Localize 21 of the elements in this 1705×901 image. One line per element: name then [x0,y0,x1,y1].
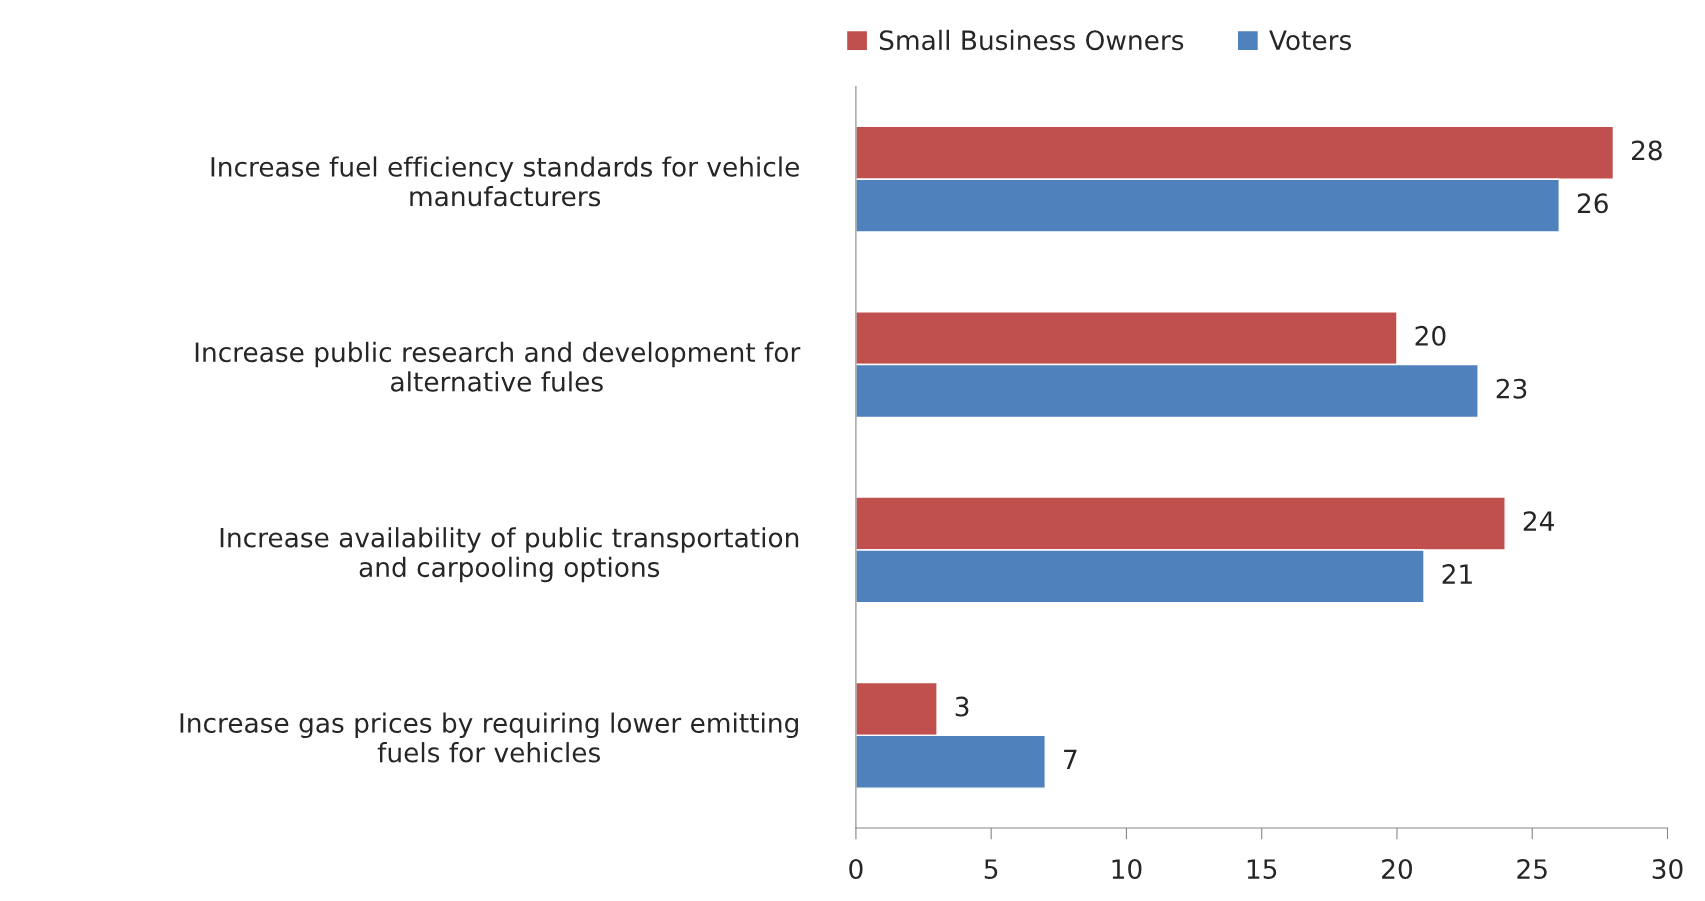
x-tick-label: 5 [984,859,998,879]
x-tick-label: 25 [1517,859,1547,879]
data-label: 7 [1064,749,1077,770]
legend-label: Small Business Owners [879,29,1184,51]
data-label: 23 [1496,378,1527,399]
x-tick-label: 15 [1247,859,1277,879]
y-tick-label: Increase gas prices by requiring lower emitting fuels for vehicles [180,712,798,763]
data-label: 24 [1523,511,1554,531]
x-tick-label: 0 [849,859,863,879]
x-tick-label: 10 [1112,859,1142,879]
data-label: 26 [1577,193,1608,214]
y-tick-label: Increase public research and development for alternative fules [195,341,801,392]
x-tick-label: 20 [1382,859,1412,879]
legend-label: Voters [1269,30,1351,51]
data-label: 3 [955,696,969,717]
y-tick-label: Increase availability of public transportation and carpooling options [220,527,799,583]
data-label: 21 [1442,564,1472,584]
data-label: 28 [1631,140,1662,161]
x-tick-label: 30 [1652,859,1683,879]
data-label: 20 [1415,325,1446,346]
y-tick-label: Increase fuel efficiency standards for vehicle manufacturers [211,156,799,207]
